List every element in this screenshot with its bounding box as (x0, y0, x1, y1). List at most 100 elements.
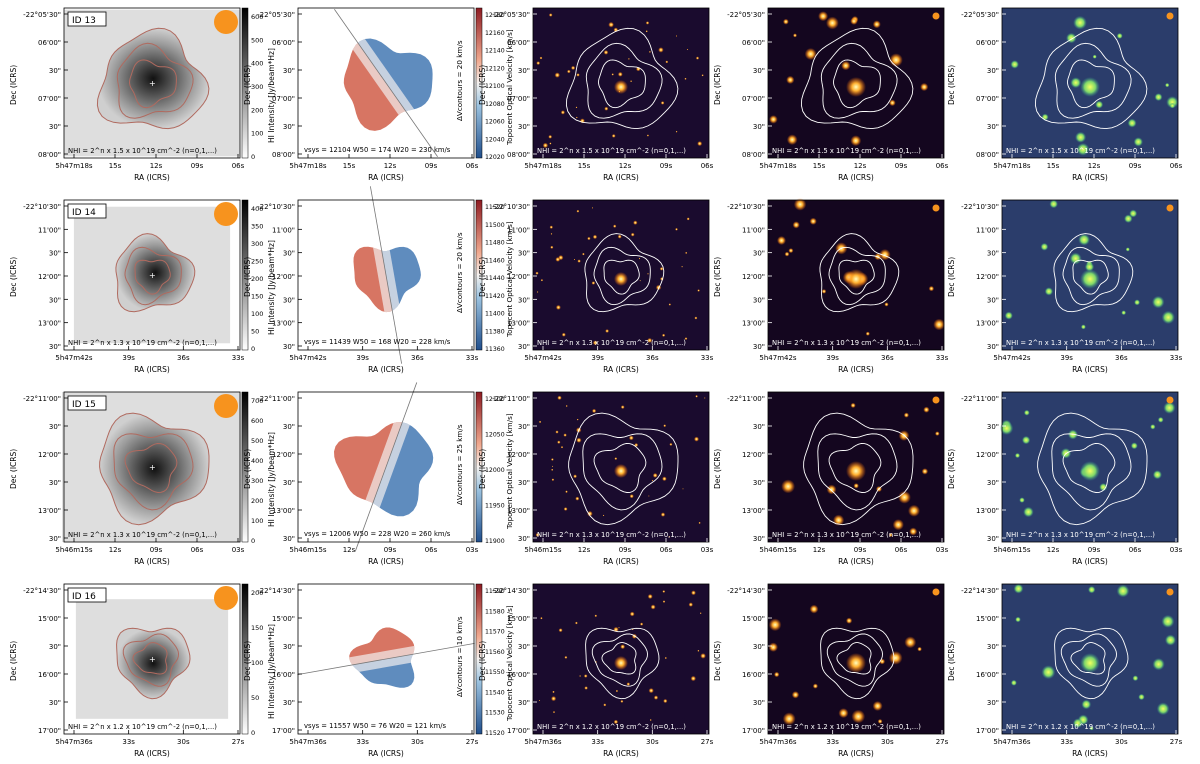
panel-frame (532, 583, 710, 735)
contour-spacing-label: ΔVcontours = 25 km/s (455, 424, 464, 505)
mom1-cbar-tick: 11540 (485, 689, 505, 696)
dec-tick-label: 30" (753, 643, 765, 651)
background-source (540, 617, 543, 620)
background-source (563, 507, 568, 511)
hi-overlay-contour (820, 627, 895, 700)
ra-tick-label: 36s (881, 354, 894, 362)
background-source (592, 234, 598, 240)
ra-axis-label: RA (ICRS) (838, 749, 874, 758)
background-source (576, 209, 580, 213)
dec-tick-label: -22°10'30" (257, 203, 295, 211)
dec-axis-label: Dec (ICRS) (713, 257, 722, 297)
ra-tick-label: 27s (232, 738, 245, 746)
ra-tick-label: 30s (411, 738, 424, 746)
dec-tick-label: 12'00" (272, 451, 295, 459)
mom1-colorbar (475, 199, 483, 351)
dec-tick-label: 13'00" (742, 320, 765, 328)
background-source (647, 273, 649, 275)
ra-tick-label: 09s (1129, 162, 1142, 170)
background-source (791, 691, 800, 699)
background-source (576, 437, 582, 443)
hi-contour (132, 642, 168, 675)
background-source (1023, 506, 1034, 518)
panel-frame (297, 391, 475, 543)
panel-frame (767, 7, 945, 159)
mom1-cbar-tick: 12040 (485, 136, 505, 143)
dec-tick-label: -22°10'30" (23, 203, 61, 211)
background-source (1133, 137, 1144, 147)
hi-overlay-contour (1053, 233, 1134, 313)
background-source (576, 418, 579, 421)
ra-tick-label: 33s (936, 354, 949, 362)
background-source (1164, 634, 1177, 646)
background-source (1049, 199, 1058, 209)
background-source (1150, 424, 1156, 430)
radio-panel: NHI = 2^n x 1.2 x 10^19 cm^-2 (n=0,1,...… (947, 583, 1183, 758)
mom1-cbar-tick: 11520 (485, 204, 505, 211)
background-source (691, 590, 696, 596)
background-source (649, 719, 652, 721)
dec-tick-label: 30" (283, 123, 295, 131)
background-source (933, 318, 945, 331)
dec-tick-label: -22°14'30" (257, 587, 295, 595)
mom0-cbar-tick: 350 (251, 223, 263, 231)
beam-icon (932, 588, 940, 596)
ra-axis-label: RA (ICRS) (838, 173, 874, 182)
hi-overlay-contour (593, 246, 651, 306)
background-source (550, 233, 553, 235)
dec-tick-label: 11'00" (507, 226, 530, 234)
column-density-text: NHI = 2^n x 1.2 x 10^19 cm^-2 (n=0,1,...… (537, 723, 686, 731)
mom1-cbar-tick: 12120 (485, 65, 505, 72)
column-density-text: NHI = 2^n x 1.5 x 10^19 cm^-2 (n=0,1,...… (68, 147, 217, 155)
background-source (551, 478, 555, 482)
background-source (833, 514, 845, 526)
dec-axis-label: Dec (ICRS) (9, 65, 18, 105)
id-box (67, 11, 107, 27)
dec-tick-label: 13'00" (507, 320, 530, 328)
mom1-panel: vsys = 12006 W50 = 228 W20 = 260 km/s 119… (243, 382, 514, 566)
mom0-cbar-tick: 50 (251, 694, 259, 702)
background-source (889, 99, 896, 107)
background-source (538, 420, 542, 424)
ra-tick-label: 5h47m18s (289, 162, 327, 170)
ra-tick-label: 5h47m18s (55, 162, 93, 170)
background-source (1152, 470, 1162, 480)
hi-overlay-contour (1062, 246, 1120, 306)
background-source (1124, 214, 1133, 223)
ra-axis-label: RA (ICRS) (1072, 557, 1108, 566)
mom1-cbar-tick: 11950 (485, 503, 505, 510)
target-galaxy (1080, 269, 1100, 289)
mom1-cbar-label: Topocent Optical Velocity [km/s] (505, 221, 514, 338)
dec-tick-label: 30" (987, 123, 999, 131)
background-source (629, 494, 634, 499)
background-source (1010, 679, 1017, 686)
background-source (604, 106, 609, 111)
background-source (584, 686, 588, 690)
ra-tick-label: 12s (578, 546, 591, 554)
background-source (552, 711, 556, 714)
mom1-colorbar (475, 7, 483, 159)
radio-panel: NHI = 2^n x 1.5 x 10^19 cm^-2 (n=0,1,...… (947, 7, 1183, 182)
background-source (648, 688, 654, 694)
dec-tick-label: -22°14'30" (23, 587, 61, 595)
dec-tick-label: 13'00" (507, 507, 530, 515)
mom0-colorbar (241, 391, 249, 543)
background-source (774, 671, 780, 678)
ra-axis-label: RA (ICRS) (1072, 749, 1108, 758)
dec-axis-label: Dec (ICRS) (713, 449, 722, 489)
dec-tick-label: 16'00" (272, 671, 295, 679)
ra-axis-label: RA (ICRS) (838, 557, 874, 566)
dec-tick-label: 08'00" (38, 151, 61, 159)
background-source (662, 600, 666, 603)
background-source (1013, 583, 1024, 594)
dec-tick-label: 06'00" (976, 39, 999, 47)
ra-tick-label: 06s (232, 162, 245, 170)
center-cross-icon: + (149, 463, 156, 472)
ra-axis-label: RA (ICRS) (603, 749, 639, 758)
background-source (688, 602, 693, 607)
figure-row-16: + ID 16 0 50 100 150 200 HI Intensity [Jy/beam*… (9, 583, 1183, 758)
mom0-cbar-label: HI Intensity [Jy/beam*Hz] (267, 48, 276, 143)
source-id: ID 15 (72, 400, 96, 410)
hi-emission (97, 28, 209, 129)
background-source (560, 446, 564, 449)
